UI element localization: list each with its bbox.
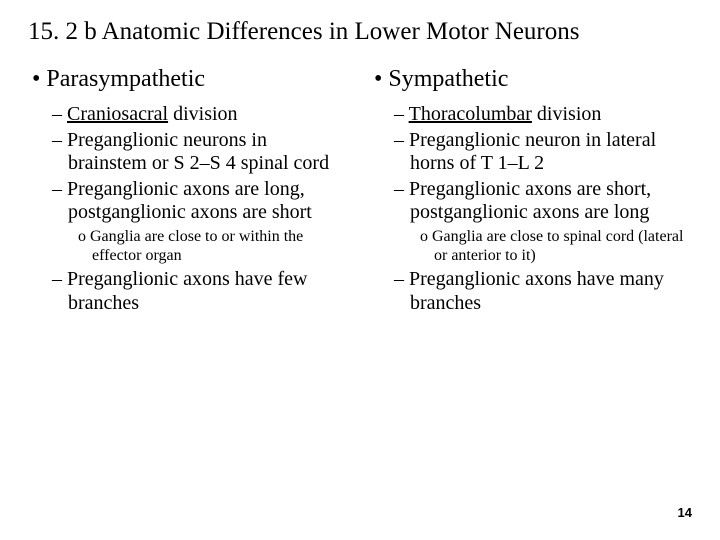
left-column: Parasympathetic Craniosacral divisionPre… — [28, 66, 350, 317]
right-heading: Sympathetic — [370, 66, 692, 93]
list-item: Preganglionic neuron in lateral horns of… — [410, 129, 692, 176]
left-sub-list: Craniosacral divisionPreganglionic neuro… — [28, 103, 350, 315]
sub-list-item: Ganglia are close to spinal cord (latera… — [434, 227, 692, 266]
list-item: Preganglionic axons have many branches — [410, 268, 692, 315]
sub-list: Ganglia are close to spinal cord (latera… — [410, 227, 692, 266]
list-item: Preganglionic axons are long, postgangli… — [68, 178, 350, 225]
page-number: 14 — [678, 505, 692, 520]
sub-list: Ganglia are close to or within the effec… — [68, 227, 350, 266]
columns-container: Parasympathetic Craniosacral divisionPre… — [28, 66, 692, 317]
list-item: Thoracolumbar division — [410, 103, 692, 127]
list-item: Preganglionic neurons in brainstem or S … — [68, 129, 350, 176]
left-heading: Parasympathetic — [28, 66, 350, 93]
list-item: Preganglionic axons have few branches — [68, 268, 350, 315]
list-item: Craniosacral division — [68, 103, 350, 127]
slide-title: 15. 2 b Anatomic Differences in Lower Mo… — [28, 18, 692, 46]
sub-list-item: Ganglia are close to or within the effec… — [92, 227, 350, 266]
right-column: Sympathetic Thoracolumbar divisionPregan… — [370, 66, 692, 317]
list-item: Preganglionic axons are short, postgangl… — [410, 178, 692, 225]
right-sub-list: Thoracolumbar divisionPreganglionic neur… — [370, 103, 692, 315]
